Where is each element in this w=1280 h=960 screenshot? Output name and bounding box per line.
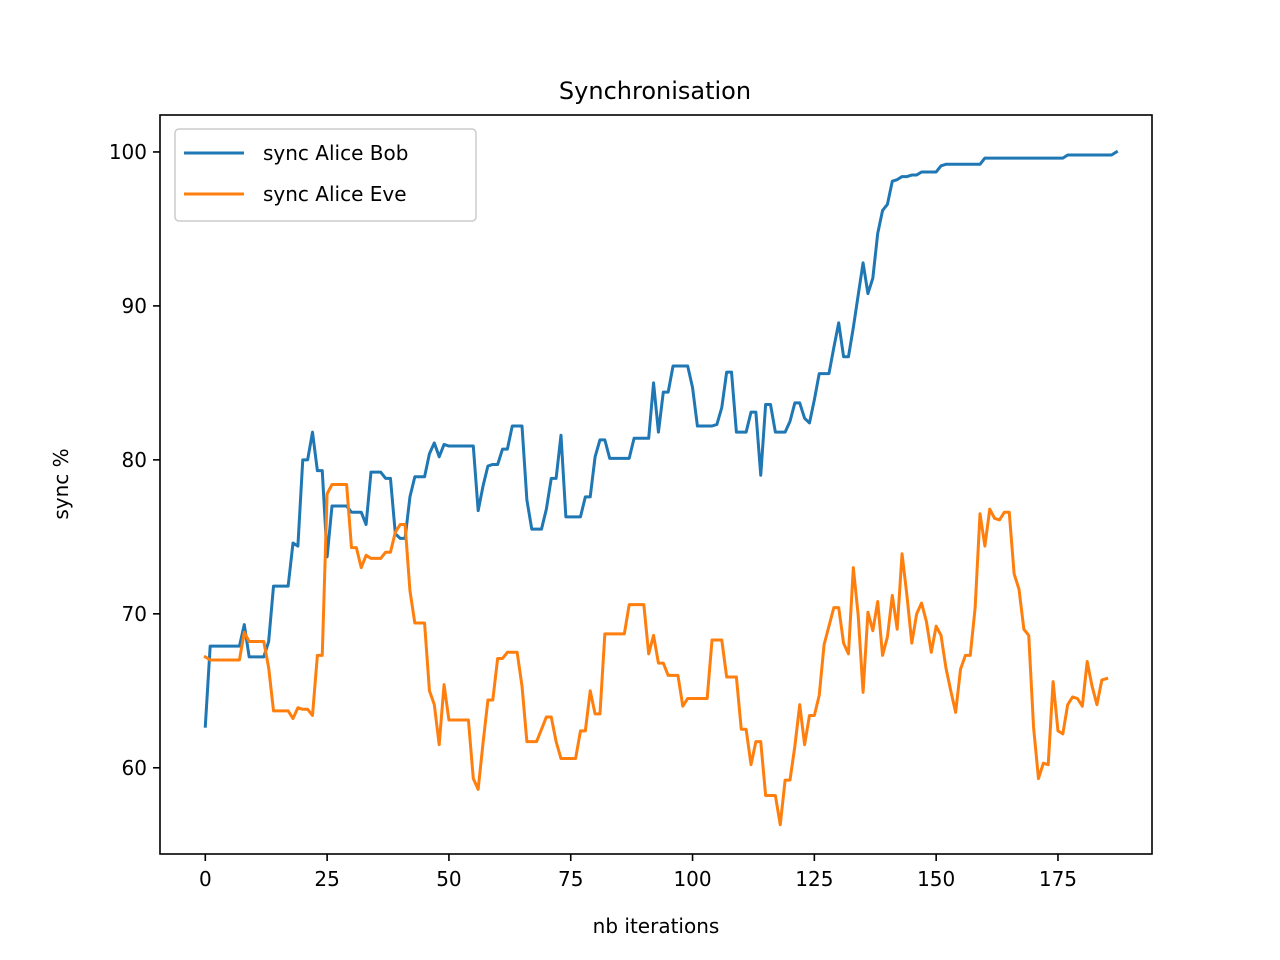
y-axis-title: sync % bbox=[49, 448, 73, 519]
legend-box bbox=[174, 128, 477, 222]
x-tick-label: 75 bbox=[558, 867, 583, 891]
y-axis: 60 70 80 90 100 bbox=[109, 140, 160, 780]
legend: sync Alice Bob sync Alice Eve bbox=[174, 128, 477, 222]
x-tick-label: 25 bbox=[314, 867, 339, 891]
x-tick-label: 50 bbox=[436, 867, 461, 891]
y-tick-label: 90 bbox=[122, 294, 147, 318]
x-tick-label: 125 bbox=[795, 867, 833, 891]
series-layer bbox=[203, 149, 1119, 827]
x-tick-label: 150 bbox=[917, 867, 955, 891]
y-tick-label: 60 bbox=[122, 756, 147, 780]
legend-label-0: sync Alice Bob bbox=[263, 141, 408, 165]
plot-frame bbox=[159, 114, 1153, 855]
x-axis: 0 25 50 75 100 125 150 175 bbox=[199, 854, 1077, 891]
y-tick-label: 80 bbox=[122, 448, 147, 472]
x-tick-label: 100 bbox=[673, 867, 711, 891]
x-tick-label: 175 bbox=[1039, 867, 1077, 891]
series-line-1 bbox=[203, 483, 1109, 827]
series-line-0 bbox=[203, 149, 1119, 728]
x-tick-label: 0 bbox=[199, 867, 212, 891]
legend-label-1: sync Alice Eve bbox=[263, 182, 407, 206]
y-tick-label: 70 bbox=[122, 602, 147, 626]
x-axis-title: nb iterations bbox=[593, 914, 720, 938]
y-tick-label: 100 bbox=[109, 140, 147, 164]
chart-title: Synchronisation bbox=[559, 77, 751, 105]
